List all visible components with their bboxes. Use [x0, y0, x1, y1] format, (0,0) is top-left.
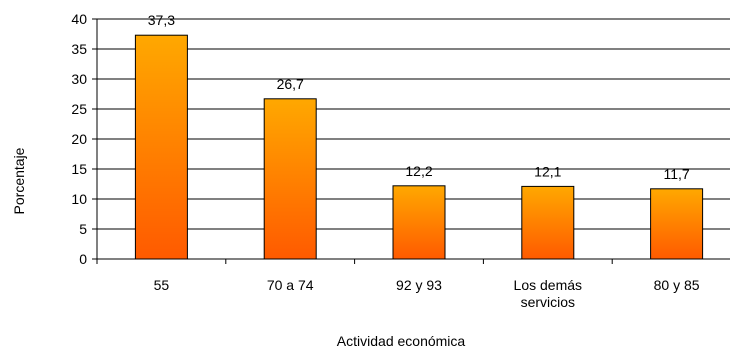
- x-tick-label: servicios: [521, 294, 575, 310]
- bars: [134, 34, 704, 260]
- y-tick-label: 0: [79, 251, 87, 267]
- y-tick-label: 10: [71, 191, 87, 207]
- x-tick-label: 80 y 85: [654, 277, 700, 293]
- bar: [392, 185, 446, 260]
- gridlines: [97, 18, 730, 230]
- bar: [134, 34, 188, 260]
- bar: [521, 185, 575, 260]
- y-tick-label: 40: [71, 11, 87, 27]
- bar: [263, 98, 317, 260]
- y-tick-label: 20: [71, 131, 87, 147]
- bar: [650, 188, 704, 260]
- y-tick-label: 25: [71, 101, 87, 117]
- data-label: 37,3: [148, 12, 175, 28]
- y-tick-label: 30: [71, 71, 87, 87]
- x-tick-label: 55: [154, 277, 170, 293]
- data-label: 12,1: [534, 163, 561, 179]
- x-axis-title: Actividad económica: [337, 333, 466, 349]
- data-label: 26,7: [277, 76, 304, 92]
- data-label: 12,2: [405, 163, 432, 179]
- y-axis-title: Porcentaje: [11, 147, 27, 214]
- data-label: 11,7: [663, 166, 689, 182]
- x-tick-label: 92 y 93: [396, 277, 442, 293]
- y-tick-label: 15: [71, 161, 87, 177]
- x-tick-label: Los demás: [514, 277, 582, 293]
- labels: 0 5 10 15 20 25 30 35 40 37,3 55 26,7 70 a 74 12,2 92 …: [71, 11, 699, 310]
- y-tick-label: 35: [71, 41, 87, 57]
- x-tick-label: 70 a 74: [267, 277, 314, 293]
- y-tick-label: 5: [79, 221, 87, 237]
